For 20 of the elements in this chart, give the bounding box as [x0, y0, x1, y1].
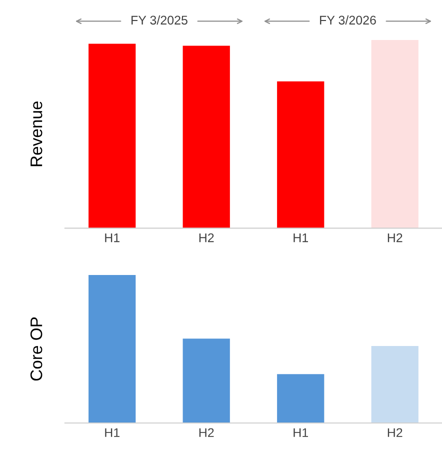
bar	[277, 374, 324, 423]
text: FY 3/2025	[132, 15, 188, 25]
y-axis-title: Core OP	[30, 317, 42, 381]
x-tick-label: H2	[388, 233, 402, 242]
x-tick-label: H1	[105, 428, 120, 437]
bar	[182, 46, 230, 228]
x-tick-label: H1	[294, 233, 308, 242]
x-tick-label: H2	[199, 428, 214, 437]
x-tick-label: H1	[294, 428, 308, 437]
text: FY 3/2026	[320, 15, 376, 25]
bar	[371, 346, 418, 423]
bar	[88, 274, 136, 423]
bar	[88, 44, 136, 228]
x-tick-label: H2	[199, 233, 214, 242]
bar	[182, 338, 230, 423]
bar	[277, 81, 324, 228]
x-tick-label: H2	[388, 428, 402, 437]
x-tick-label: H1	[105, 233, 120, 242]
bar	[371, 40, 418, 228]
y-axis-title: Revenue	[30, 101, 42, 166]
